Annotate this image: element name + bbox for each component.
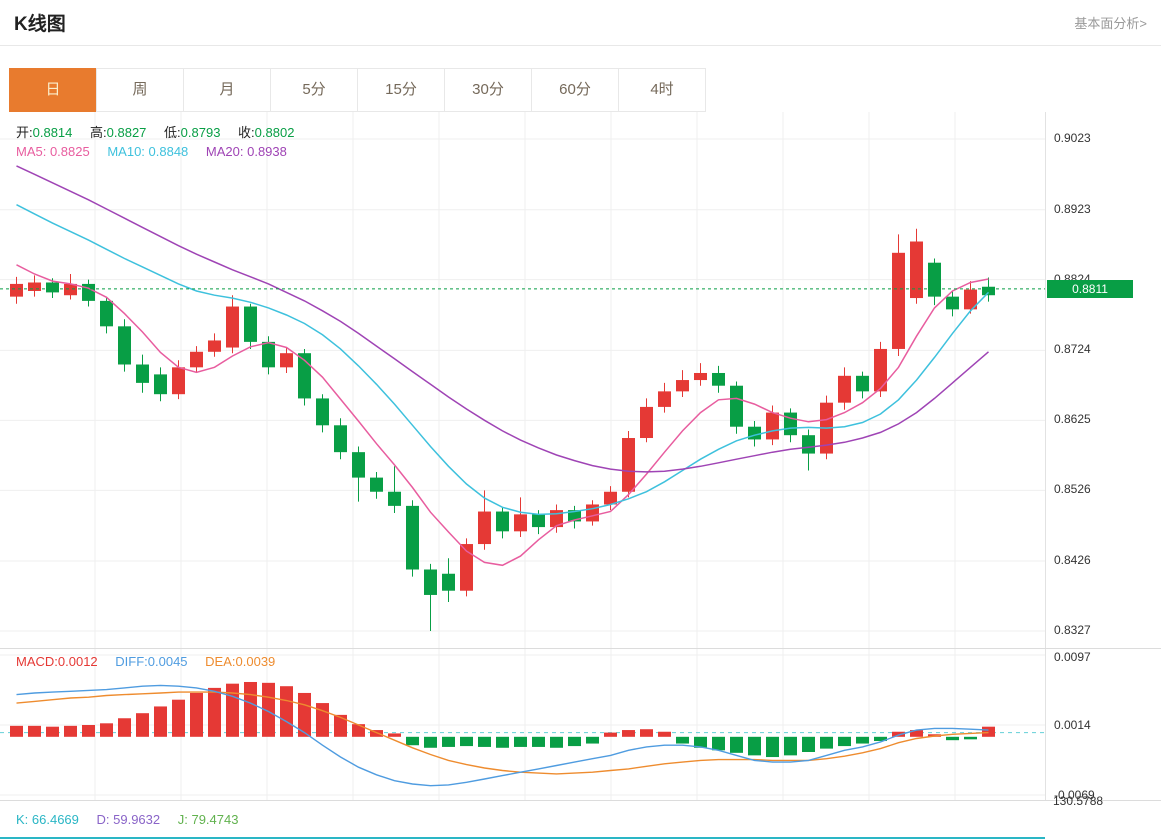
fundamental-analysis-link[interactable]: 基本面分析> bbox=[1074, 16, 1147, 31]
candlestick-panel: 开:0.8814 高:0.8827 低:0.8793 收:0.8802 MA5:… bbox=[0, 112, 1161, 648]
page-title: K线图 bbox=[14, 14, 66, 35]
price-tick-label: 0.8625 bbox=[1054, 412, 1091, 427]
price-tick-label: 0.9023 bbox=[1054, 131, 1091, 145]
close-label: 收: bbox=[238, 125, 255, 140]
tab-day[interactable]: 日 bbox=[9, 68, 97, 112]
macd-tick-label: -0.0069 bbox=[1054, 788, 1095, 802]
kdj-axis-tick: 130.5788 bbox=[1053, 794, 1104, 808]
low-label: 低: bbox=[164, 125, 181, 140]
kdj-legend: K: 66.4669 D: 59.9632 J: 79.4743 bbox=[16, 812, 252, 827]
tab-5min[interactable]: 5分 bbox=[270, 68, 358, 112]
k-value-legend: K: 66.4669 bbox=[16, 812, 79, 827]
price-axis: 0.9023 0.8923 0.8824 0.8724 0.8625 0.8526 0.84… bbox=[1045, 112, 1161, 648]
tab-60min[interactable]: 60分 bbox=[531, 68, 619, 112]
price-chart-svg[interactable] bbox=[0, 112, 1045, 648]
low-value: 0.8793 bbox=[180, 125, 221, 140]
price-tick-label: 0.8526 bbox=[1054, 482, 1091, 497]
tab-30min[interactable]: 30分 bbox=[444, 68, 532, 112]
price-tick-label: 0.8724 bbox=[1054, 342, 1091, 357]
open-label: 开: bbox=[16, 125, 33, 140]
price-tick-label: 0.8923 bbox=[1054, 201, 1091, 216]
macd-value-legend: MACD:0.0012 bbox=[16, 654, 98, 669]
d-value-legend: D: 59.9632 bbox=[96, 812, 161, 827]
ma20-legend: MA20: 0.8938 bbox=[205, 144, 287, 159]
diff-value-legend: DIFF:0.0045 bbox=[115, 654, 188, 669]
macd-axis: 0.0097 0.0014 -0.0069 bbox=[1045, 649, 1161, 802]
ohlc-legend: 开:0.8814 高:0.8827 低:0.8793 收:0.8802 bbox=[16, 122, 308, 141]
tab-week[interactable]: 周 bbox=[96, 68, 184, 112]
ma-legend: MA5: 0.8825 MA10: 0.8848 MA20: 0.8938 bbox=[16, 144, 301, 159]
macd-tick-label: 0.0097 bbox=[1054, 650, 1091, 664]
kdj-panel: K: 66.4669 D: 59.9632 J: 79.4743 130.578… bbox=[0, 794, 1161, 839]
macd-panel: MACD:0.0012 DIFF:0.0045 DEA:0.0039 0.009… bbox=[0, 648, 1161, 802]
close-value: 0.8802 bbox=[254, 125, 295, 140]
page-header: K线图 基本面分析> bbox=[0, 0, 1161, 46]
price-tick-label: 0.8327 bbox=[1054, 623, 1091, 637]
price-tick-label: 0.8426 bbox=[1054, 553, 1091, 568]
ma5-legend: MA5: 0.8825 bbox=[16, 144, 90, 159]
dea-value-legend: DEA:0.0039 bbox=[205, 654, 276, 669]
j-value-legend: J: 79.4743 bbox=[177, 812, 239, 827]
high-label: 高: bbox=[90, 125, 107, 140]
tab-month[interactable]: 月 bbox=[183, 68, 271, 112]
macd-tick-label: 0.0014 bbox=[1054, 718, 1091, 732]
macd-legend: MACD:0.0012 DIFF:0.0045 DEA:0.0039 bbox=[16, 654, 289, 669]
tab-4hour[interactable]: 4时 bbox=[618, 68, 706, 112]
open-value: 0.8814 bbox=[32, 125, 73, 140]
ma10-legend: MA10: 0.8848 bbox=[107, 144, 189, 159]
interval-tabbar: 日 周 月 5分 15分 30分 60分 4时 bbox=[9, 68, 1161, 112]
tab-15min[interactable]: 15分 bbox=[357, 68, 445, 112]
high-value: 0.8827 bbox=[106, 125, 147, 140]
macd-chart-svg[interactable] bbox=[0, 649, 1045, 801]
current-price-badge: 0.8811 bbox=[1047, 279, 1133, 298]
